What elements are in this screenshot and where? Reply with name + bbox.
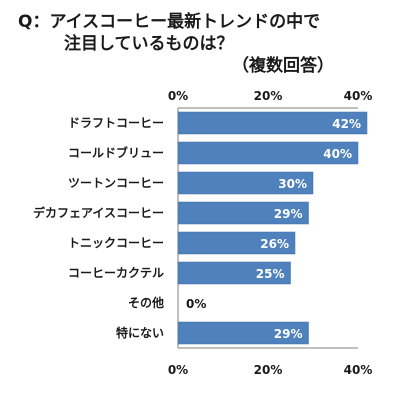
- category-label: コールドブリュー: [68, 145, 164, 160]
- category-label: トニックコーヒー: [68, 236, 164, 250]
- category-label: 特にない: [116, 325, 164, 340]
- x-tick-label-bottom: 0%: [168, 363, 188, 377]
- data-label: 25%: [256, 267, 285, 281]
- x-tick-label-top: 40%: [344, 89, 373, 103]
- category-label: その他: [128, 295, 164, 310]
- data-label: 29%: [274, 207, 303, 221]
- bar: [177, 231, 296, 255]
- bar: [177, 261, 291, 285]
- chart-title-line-3: （複数回答）: [232, 56, 334, 76]
- data-label: 30%: [278, 177, 307, 191]
- data-label: 42%: [332, 117, 361, 131]
- bar: [177, 111, 368, 135]
- chart-title-line-2: 注目しているものは？: [64, 34, 234, 54]
- data-label: 0%: [186, 297, 206, 311]
- bar: [177, 171, 314, 195]
- category-label: ツートンコーヒー: [68, 176, 164, 190]
- x-tick-label-top: 0%: [168, 89, 188, 103]
- data-label: 40%: [323, 147, 352, 161]
- x-tick-label-bottom: 40%: [344, 363, 373, 377]
- x-tick-label-bottom: 20%: [254, 363, 283, 377]
- category-label: ドラフトコーヒー: [68, 116, 164, 130]
- category-label: デカフェアイスコーヒー: [33, 205, 164, 220]
- category-label: コーヒーカクテル: [68, 266, 164, 280]
- x-tick-label-top: 20%: [254, 89, 283, 103]
- bar: [177, 201, 309, 225]
- data-label: 26%: [260, 237, 289, 251]
- bar: [177, 321, 309, 345]
- bar: [177, 141, 359, 165]
- data-label: 29%: [274, 327, 303, 341]
- chart-title-line-1: Q：アイスコーヒー最新トレンドの中で: [18, 12, 321, 32]
